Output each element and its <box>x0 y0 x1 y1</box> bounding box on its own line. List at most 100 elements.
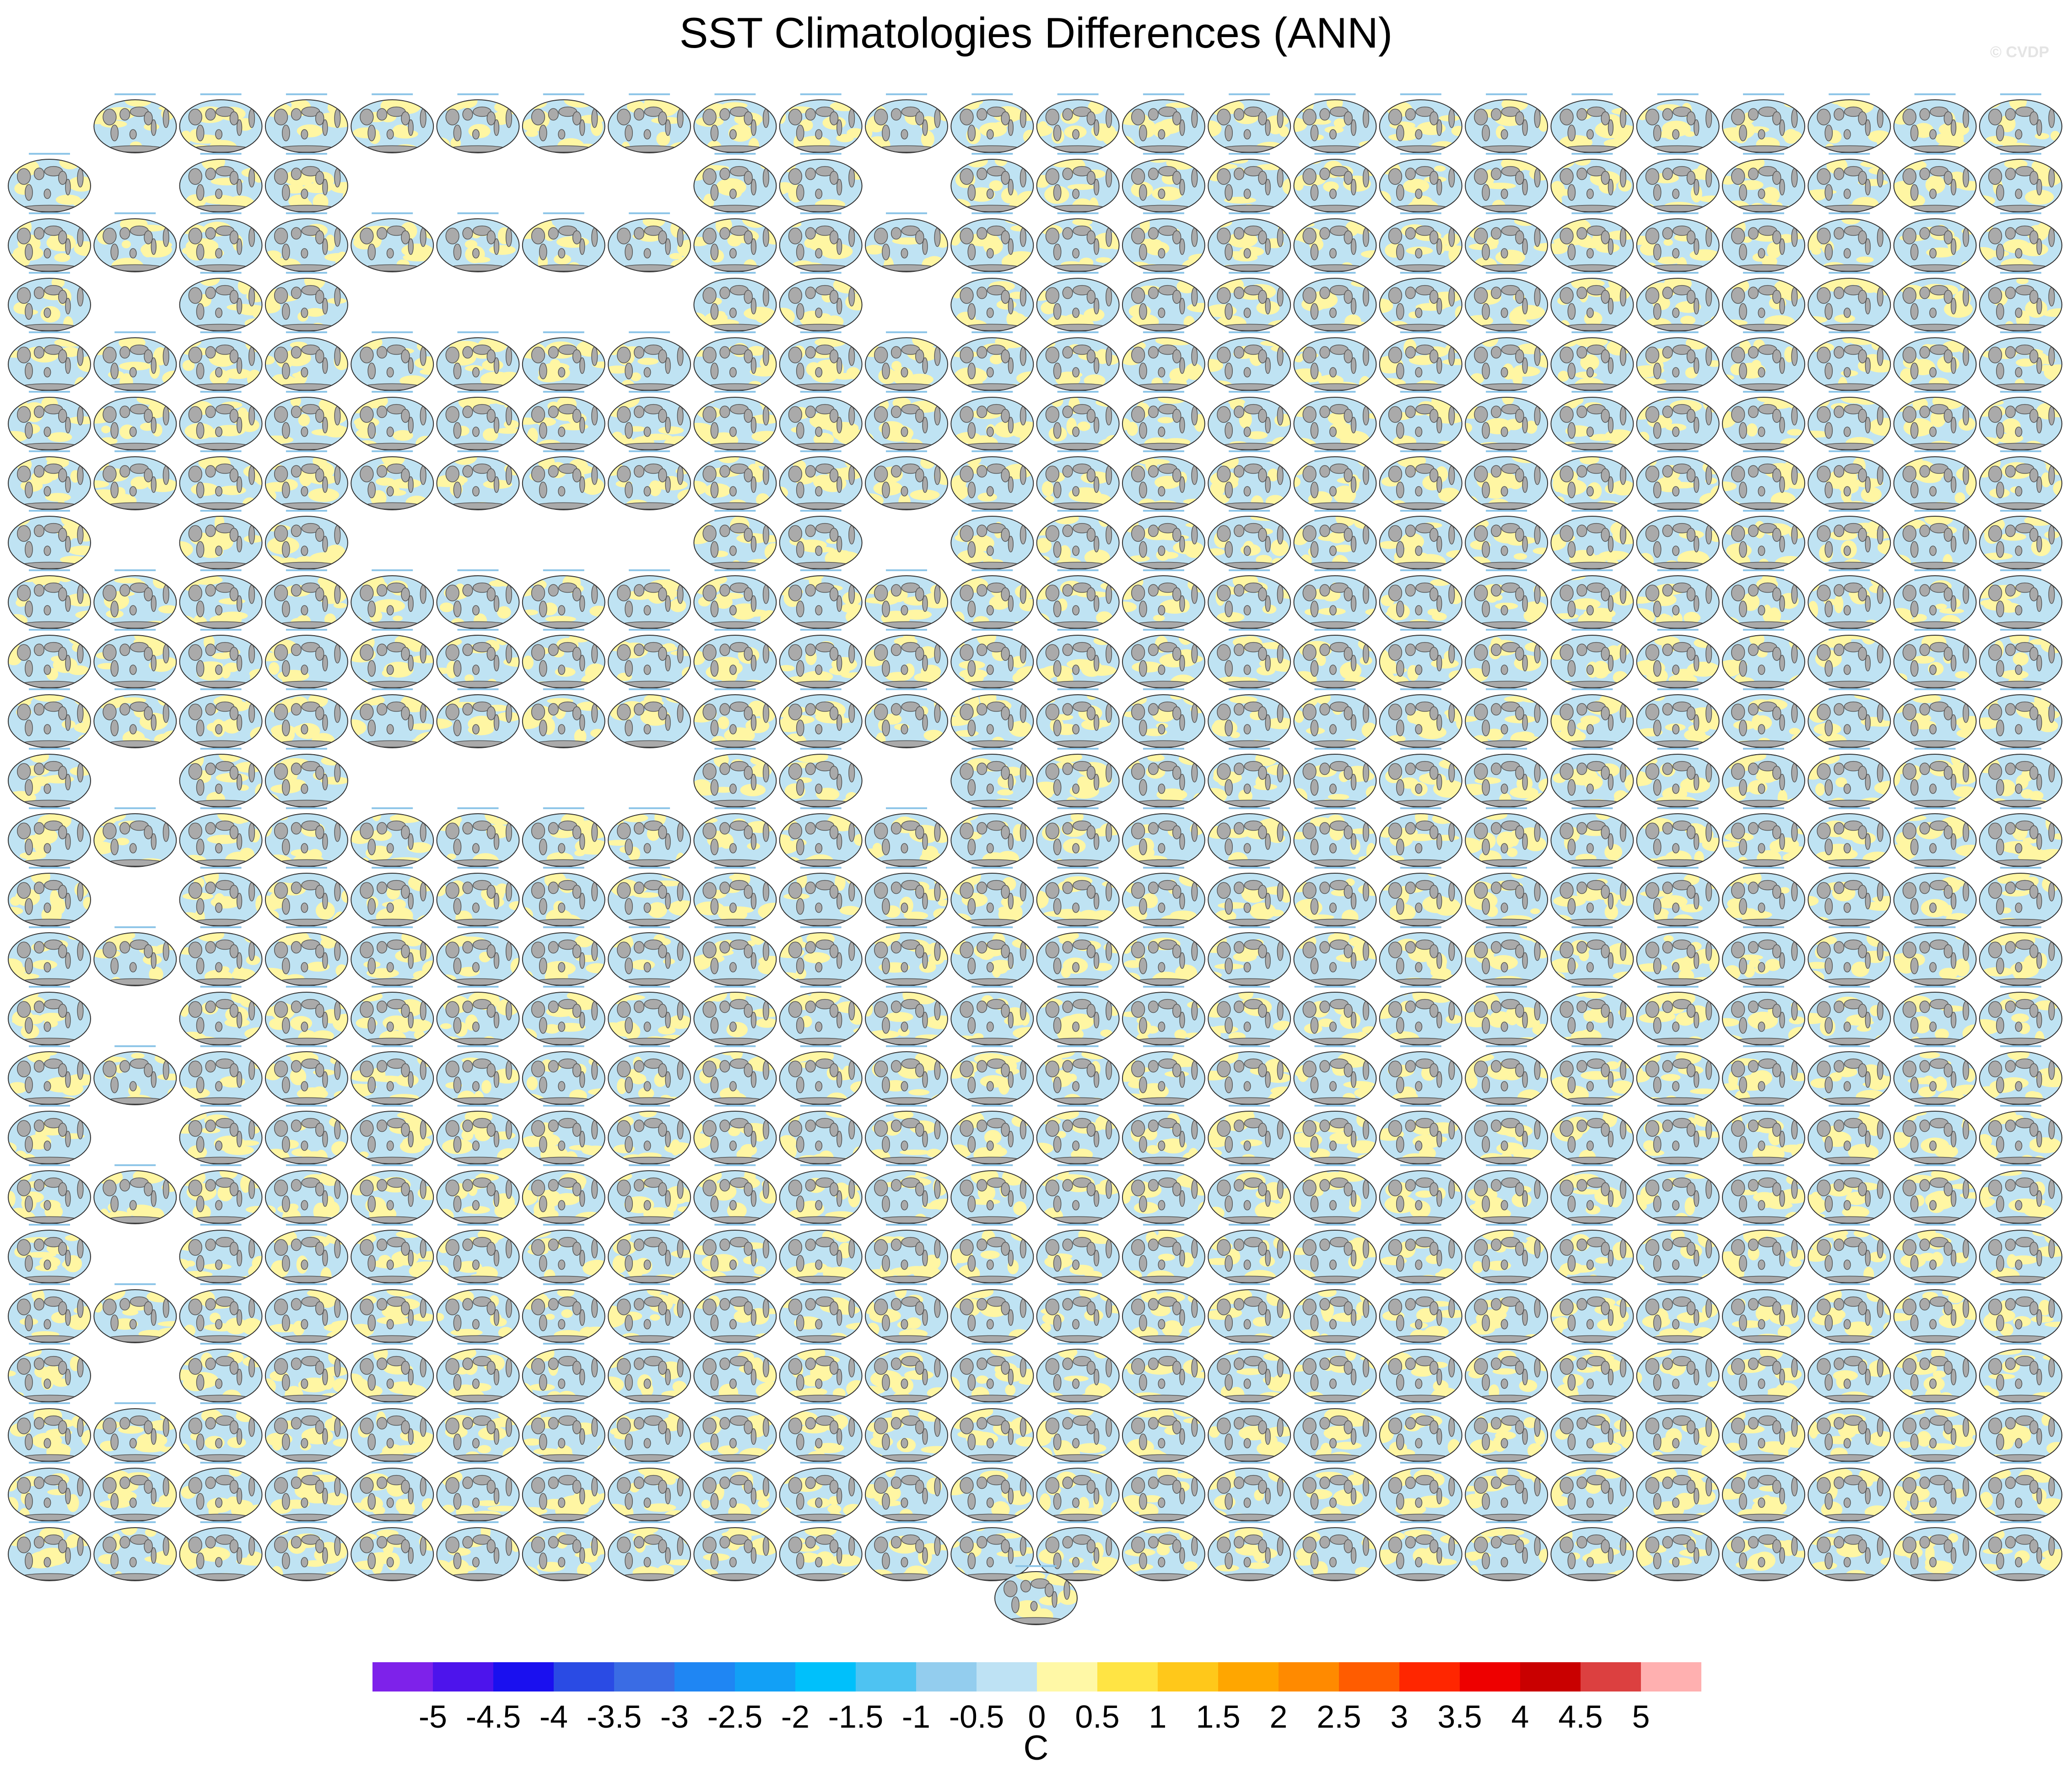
colorbar-tick-label: -4.5 <box>466 1699 521 1735</box>
colorbar-box <box>1339 1662 1399 1692</box>
map-panel <box>1636 272 1720 332</box>
map-panel <box>264 569 348 629</box>
map-panel <box>779 212 863 272</box>
map-panel <box>693 510 777 570</box>
map-panel <box>950 450 1034 510</box>
map-panel <box>1465 510 1549 570</box>
colorbar-tick-label: -3.5 <box>587 1699 642 1735</box>
map-panel <box>1979 153 2062 213</box>
map-panel <box>1808 153 1891 213</box>
colorbar-box <box>977 1662 1037 1692</box>
colorbar-tick-label: 5 <box>1632 1699 1650 1735</box>
colorbar-box <box>735 1662 795 1692</box>
colorbar-box <box>856 1662 916 1692</box>
colorbar-tick-label: -1 <box>902 1699 930 1735</box>
colorbar-tick-label: 2 <box>1270 1699 1288 1735</box>
colorbar-tick-label: 1 <box>1149 1699 1167 1735</box>
colorbar-tick-label: -5 <box>419 1699 447 1735</box>
colorbar-box <box>674 1662 735 1692</box>
map-panel <box>950 212 1034 272</box>
colorbar-tick-label: -2 <box>781 1699 809 1735</box>
colorbar-tick-label: 3.5 <box>1437 1699 1482 1735</box>
map-panel <box>1379 212 1462 272</box>
map-panel <box>1379 510 1462 570</box>
map-panel <box>1722 272 1805 332</box>
colorbar-tick-label: -1.5 <box>828 1699 884 1735</box>
copyright-label: © CVDP <box>1990 43 2049 61</box>
colorbar-box <box>1037 1662 1097 1692</box>
colorbar-box <box>1218 1662 1279 1692</box>
map-panel <box>1208 510 1291 570</box>
map-panel <box>264 272 348 332</box>
map-panel <box>1722 93 1805 153</box>
map-panel <box>351 212 434 272</box>
map-panel <box>1808 331 1891 391</box>
map-panel <box>522 331 605 391</box>
map-panel <box>1550 93 1634 153</box>
map-panel <box>1550 153 1634 213</box>
map-panel <box>522 391 605 451</box>
map-panel <box>93 212 177 272</box>
map-panel <box>865 391 948 451</box>
map-panel <box>608 450 691 510</box>
map-panel <box>1893 391 1977 451</box>
map-panel <box>1379 272 1462 332</box>
map-panel <box>1808 510 1891 570</box>
map-panel <box>693 93 777 153</box>
map-panel <box>1722 331 1805 391</box>
map-panel <box>1979 212 2062 272</box>
map-panel <box>1636 331 1720 391</box>
colorbar-tick-label: 1.5 <box>1196 1699 1240 1735</box>
map-panel <box>693 331 777 391</box>
map-panel <box>1036 153 1120 213</box>
map-panel <box>522 450 605 510</box>
map-panel <box>608 212 691 272</box>
colorbar-box <box>1641 1662 1701 1692</box>
map-panel <box>1122 510 1205 570</box>
map-panel <box>522 212 605 272</box>
map-panel <box>351 93 434 153</box>
colorbar-box <box>1097 1662 1158 1692</box>
map-panel <box>179 272 263 332</box>
colorbar-tick-label: -4 <box>540 1699 568 1735</box>
map-panel <box>8 391 91 451</box>
map-panel <box>950 510 1034 570</box>
map-panel <box>8 272 91 332</box>
colorbar-box <box>1520 1662 1581 1692</box>
map-panel <box>779 93 863 153</box>
map-panel <box>1979 272 2062 332</box>
map-panel <box>522 569 605 629</box>
colorbar-box <box>493 1662 554 1692</box>
map-panel <box>436 331 520 391</box>
colorbar-box <box>1581 1662 1641 1692</box>
colorbar-box <box>1399 1662 1460 1692</box>
map-panel <box>1893 212 1977 272</box>
map-panel <box>1293 212 1377 272</box>
colorbar-tick-label: 4 <box>1511 1699 1529 1735</box>
map-panel <box>1379 93 1462 153</box>
map-panel <box>351 569 434 629</box>
colorbar-box <box>372 1662 433 1692</box>
map-panel <box>1808 450 1891 510</box>
map-panel <box>865 331 948 391</box>
map-panel <box>1550 450 1634 510</box>
map-panel <box>950 272 1034 332</box>
map-panel <box>93 93 177 153</box>
map-panel <box>8 212 91 272</box>
map-panel <box>1893 153 1977 213</box>
map-panel <box>1036 93 1120 153</box>
map-panel <box>1122 272 1205 332</box>
map-panel <box>264 153 348 213</box>
map-panel <box>179 212 263 272</box>
map-panel <box>436 212 520 272</box>
map-panel <box>1550 272 1634 332</box>
map-panel <box>1465 272 1549 332</box>
colorbar-units: C <box>1023 1729 1049 1767</box>
map-panel <box>1893 450 1977 510</box>
map-panel <box>608 569 691 629</box>
map-panel <box>1550 212 1634 272</box>
map-panel <box>264 450 348 510</box>
map-panel <box>1550 510 1634 570</box>
colorbar-tick-label: -0.5 <box>949 1699 1004 1735</box>
